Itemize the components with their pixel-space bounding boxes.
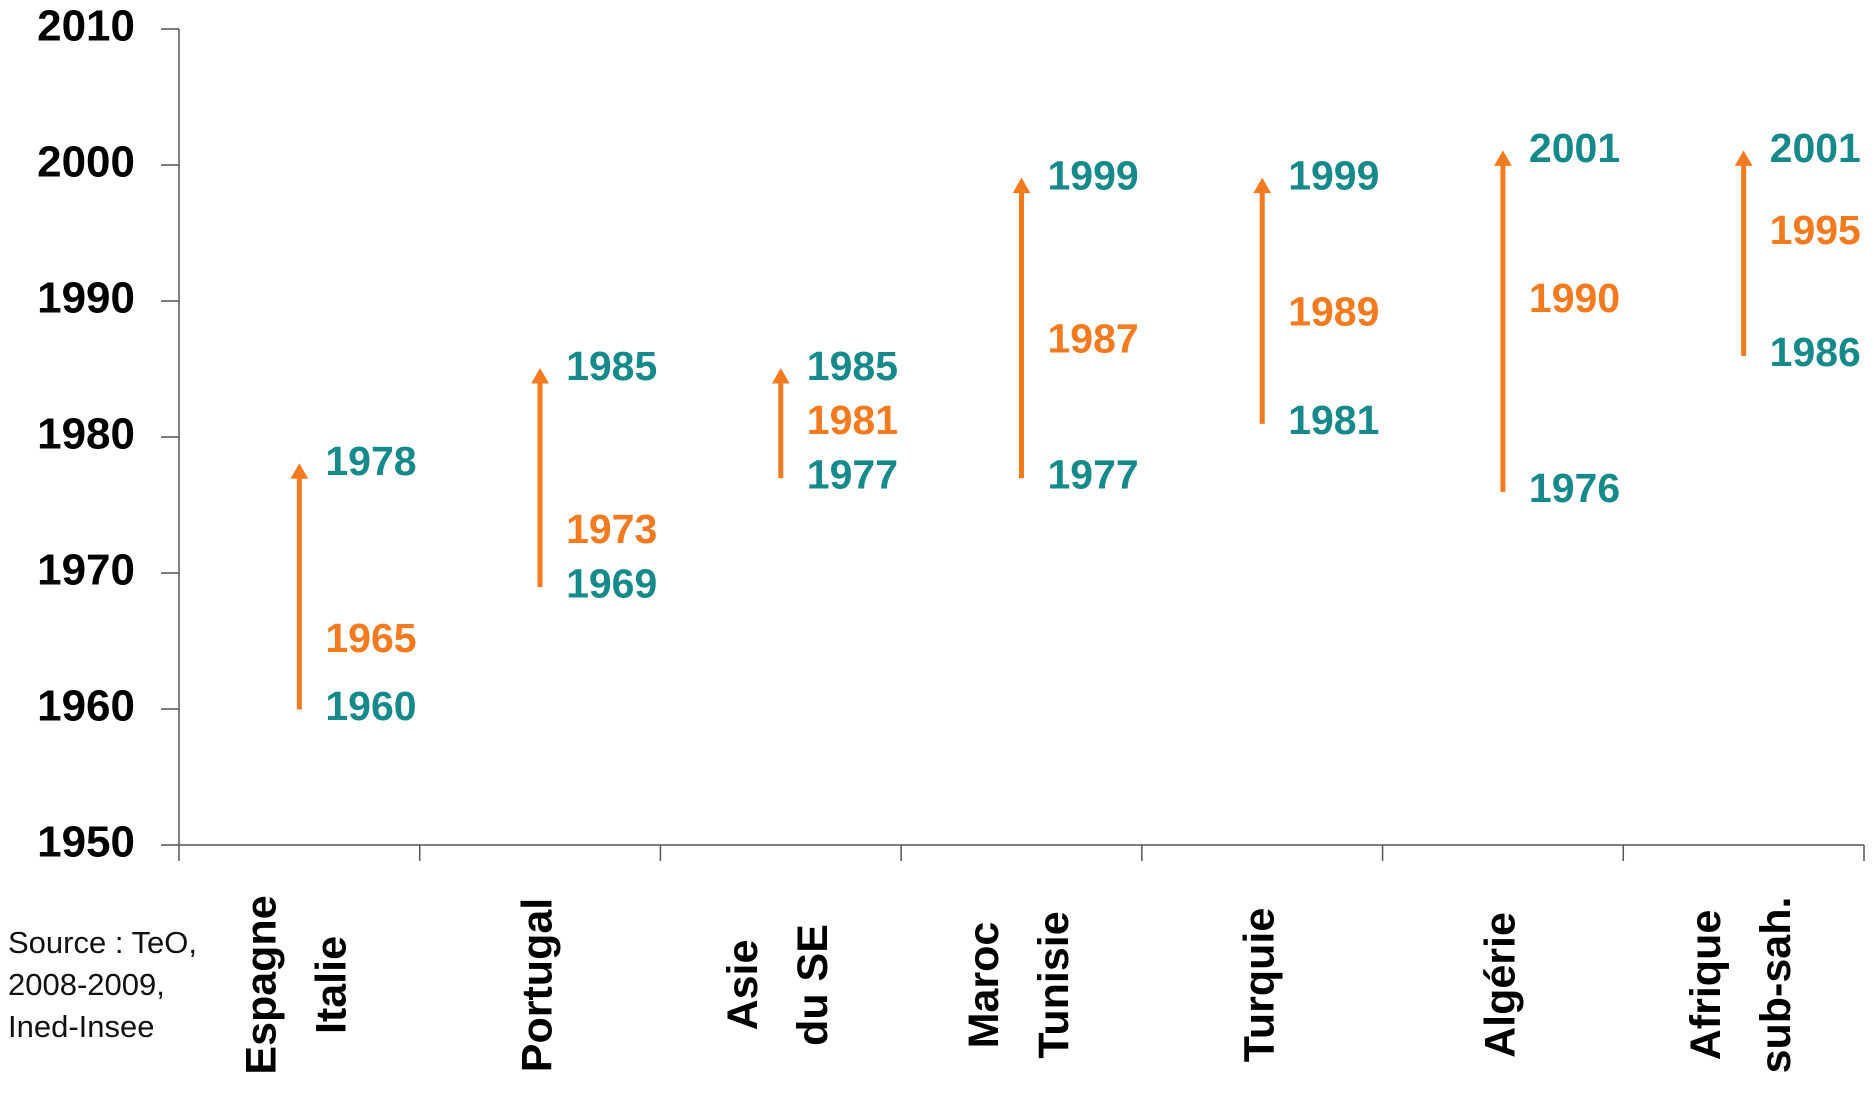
value-label: 2001 bbox=[1770, 125, 1861, 171]
x-tick-label: Asie bbox=[719, 940, 767, 1031]
range-arrow bbox=[531, 367, 549, 588]
value-label: 1978 bbox=[325, 438, 416, 484]
x-tick-label: Portugal bbox=[513, 898, 561, 1072]
y-tick-label: 1960 bbox=[37, 682, 135, 731]
x-tick-label: du SE bbox=[789, 924, 837, 1046]
y-tick-label: 1980 bbox=[37, 410, 135, 459]
x-tick-label: Tunisie bbox=[1030, 911, 1078, 1058]
x-tick-label: Afrique bbox=[1682, 910, 1730, 1061]
x-tick-label: sub-sah. bbox=[1752, 897, 1800, 1074]
value-label: 2001 bbox=[1529, 125, 1620, 171]
y-tick-label: 1950 bbox=[37, 818, 135, 867]
value-label: 1977 bbox=[807, 452, 898, 498]
range-arrow bbox=[1253, 177, 1272, 424]
value-label: 1986 bbox=[1770, 329, 1861, 375]
x-tick-label: Turquie bbox=[1236, 908, 1284, 1062]
value-label: 1977 bbox=[1048, 452, 1139, 498]
value-label: 1990 bbox=[1529, 275, 1620, 321]
y-tick-label: 2010 bbox=[37, 2, 135, 51]
value-label: 1985 bbox=[807, 343, 898, 389]
x-tick-label: Italie bbox=[308, 936, 356, 1034]
source-note: Source : TeO, 2008-2009, Ined-Insee bbox=[8, 925, 197, 1044]
value-label: 1981 bbox=[1288, 397, 1379, 443]
value-label: 1987 bbox=[1048, 316, 1139, 362]
value-label: 1981 bbox=[807, 397, 898, 443]
value-label: 1999 bbox=[1288, 152, 1379, 198]
y-tick-label: 1970 bbox=[37, 546, 135, 595]
value-label: 1999 bbox=[1048, 152, 1139, 198]
range-arrow bbox=[771, 367, 790, 479]
x-tick-label: Maroc bbox=[960, 922, 1008, 1049]
range-arrow bbox=[290, 463, 309, 710]
value-label: 1965 bbox=[325, 615, 416, 661]
range-arrow bbox=[1494, 150, 1512, 492]
range-arrow bbox=[1012, 177, 1031, 479]
range-arrow bbox=[1734, 150, 1753, 356]
value-label: 1960 bbox=[325, 683, 416, 729]
value-label: 1976 bbox=[1529, 465, 1620, 511]
y-tick-label: 2000 bbox=[37, 138, 135, 187]
value-label: 1985 bbox=[566, 343, 657, 389]
value-label: 1989 bbox=[1288, 288, 1379, 334]
value-label: 1995 bbox=[1770, 207, 1861, 253]
x-tick-label: Espagne bbox=[238, 895, 286, 1074]
x-tick-label: Algérie bbox=[1476, 912, 1524, 1058]
value-label: 1969 bbox=[566, 560, 657, 606]
value-label: 1973 bbox=[566, 506, 657, 552]
y-tick-label: 1990 bbox=[37, 274, 135, 323]
